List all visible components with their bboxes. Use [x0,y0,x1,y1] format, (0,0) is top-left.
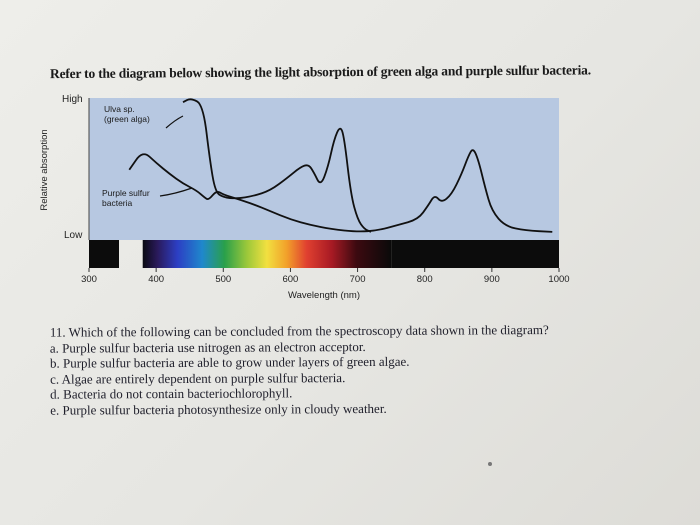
y-low-label: Low [64,230,83,241]
y-high-label: High [62,94,83,105]
series-line-0 [182,98,372,233]
series-label-0-line-0: Ulva sp. [104,104,135,114]
x-tick-label-600: 600 [282,274,298,285]
bacteria-label-pointer [159,187,193,197]
x-tick-label-800: 800 [417,274,433,285]
series-line-1 [128,149,553,233]
plot-background [89,98,559,240]
x-axis-title: Wavelength (nm) [288,290,360,301]
series-label-1-line-0: Purple sulfur [102,188,150,198]
x-tick-label-500: 500 [215,274,231,285]
question-block: 11. Which of the following can be conclu… [50,321,680,417]
option-e: e. Purple sulfur bacteria photosynthesiz… [50,400,387,418]
y-axis-title: Relative absorption [39,129,50,211]
spectrum-band [142,240,392,268]
stray-mark [488,462,492,466]
black-band-left [89,240,119,268]
series-label-1-line-1: bacteria [102,198,133,208]
alga-label-pointer [165,115,184,129]
series-label-0-line-1: (green alga) [104,114,150,124]
black-band-right [391,240,559,268]
x-tick-label-1000: 1000 [548,274,569,285]
x-tick-label-400: 400 [148,274,164,285]
x-tick-label-700: 700 [350,274,366,285]
x-tick-label-900: 900 [484,274,500,285]
x-tick-label-300: 300 [81,274,97,285]
